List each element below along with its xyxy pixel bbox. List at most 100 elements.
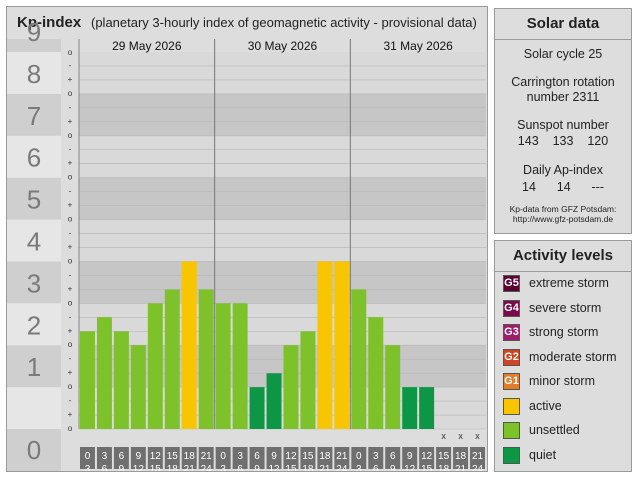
sunspot-values: 143 133 120 <box>495 134 631 149</box>
sub-tick-mark: o <box>68 382 73 391</box>
sub-tick-mark: + <box>68 201 73 210</box>
sub-tick-mark: o <box>68 256 73 265</box>
time-label-end: 18 <box>438 464 450 471</box>
time-label-start: 21 <box>472 451 484 462</box>
kp-level-number: 8 <box>27 59 41 89</box>
time-label-cell <box>385 447 401 469</box>
time-label-end: 6 <box>373 464 379 471</box>
kp-level-number: 4 <box>27 227 41 257</box>
time-label-end: 15 <box>150 464 162 471</box>
sub-tick-mark: + <box>68 410 73 419</box>
activity-level-swatch <box>503 446 520 464</box>
time-label-cell <box>300 447 316 469</box>
date-header-strip <box>79 39 486 52</box>
time-label-start: 3 <box>102 451 108 462</box>
time-label-start: 0 <box>220 451 226 462</box>
kp-level-number: 9 <box>27 17 41 47</box>
time-label-start: 3 <box>373 451 379 462</box>
time-label-cell <box>368 447 384 469</box>
time-label-end: 9 <box>254 464 260 471</box>
activity-level-swatch: G5 <box>503 275 520 292</box>
sunspot-value: 143 <box>517 134 539 148</box>
kp-bar <box>385 345 401 429</box>
time-label-cell <box>249 447 265 469</box>
time-label-end: 3 <box>85 464 91 471</box>
time-label-end: 21 <box>319 464 331 471</box>
time-label-start: 9 <box>271 451 277 462</box>
kp-level-band <box>7 387 61 429</box>
time-label-cell <box>215 447 231 469</box>
sub-tick-mark: - <box>69 396 72 405</box>
kp-level-band <box>7 135 61 178</box>
time-label-start: 12 <box>421 451 433 462</box>
kp-bar <box>266 373 282 429</box>
time-label-cell <box>402 447 418 469</box>
kp-bar <box>181 261 197 429</box>
time-label-cell <box>436 447 452 469</box>
date-label: 29 May 2026 <box>112 39 182 53</box>
time-label-start: 15 <box>302 451 314 462</box>
kp-title: Kp-index <box>17 14 82 31</box>
kp-title-bar: Kp-index (planetary 3-hourly index of ge… <box>7 7 487 37</box>
kp-plot-band <box>79 387 486 429</box>
activity-level-label: minor storm <box>529 374 595 388</box>
time-label-cell <box>80 447 95 469</box>
sub-tick-mark: - <box>69 354 72 363</box>
ap-value: 14 <box>522 180 536 194</box>
kp-bar <box>368 317 384 429</box>
time-label-start: 3 <box>237 451 243 462</box>
time-label-end: 24 <box>201 464 213 471</box>
time-label-end: 6 <box>102 464 108 471</box>
time-label-start: 12 <box>150 451 162 462</box>
time-label-end: 15 <box>285 464 297 471</box>
time-label-end: 6 <box>237 464 243 471</box>
sub-tick-mark: - <box>69 270 72 279</box>
kp-level-band <box>7 219 61 262</box>
time-label-cell <box>283 447 299 469</box>
time-label-end: 21 <box>184 464 196 471</box>
time-label-cell <box>113 447 129 469</box>
activity-level-label: extreme storm <box>529 276 609 290</box>
sub-tick-mark: o <box>68 89 73 98</box>
time-label-end: 12 <box>268 464 280 471</box>
ap-index-values: 14 14 --- <box>495 180 631 195</box>
sub-tick-mark: o <box>68 424 73 433</box>
kp-level-band <box>7 93 61 136</box>
solar-cycle: Solar cycle 25 <box>523 47 603 61</box>
solar-data-panel: Solar data Solar cycle 25 Carrington rot… <box>494 8 632 234</box>
activity-level-swatch: G2 <box>503 348 520 366</box>
date-label: 30 May 2026 <box>248 39 318 53</box>
sub-tick-mark: + <box>68 242 73 251</box>
activity-level-label: strong storm <box>529 325 599 339</box>
activity-level-label: active <box>529 398 562 413</box>
source-link[interactable]: http://www.gfz-potsdam.de <box>512 214 614 224</box>
sub-tick-mark: - <box>69 229 72 238</box>
kp-bar <box>164 289 180 429</box>
kp-level-band <box>7 261 61 304</box>
time-label-end: 24 <box>472 464 484 471</box>
kp-bar <box>317 261 333 429</box>
activity-levels-panel: Activity levels G5 extreme storm G4 severe … <box>494 240 632 472</box>
time-label-cell <box>232 447 248 469</box>
time-label-end: 3 <box>356 464 362 471</box>
activity-level-swatch <box>503 422 520 439</box>
kp-level-band <box>7 429 61 471</box>
source-line1: Kp-data from GFZ Potsdam: <box>509 204 617 214</box>
activity-level-label: quiet <box>529 447 557 462</box>
kp-bar <box>419 387 435 429</box>
time-label-end: 21 <box>455 464 467 471</box>
kp-plot-band <box>79 135 486 178</box>
sub-tick-mark: - <box>69 145 72 154</box>
time-label-end: 15 <box>421 464 433 471</box>
kp-plot-band <box>79 303 486 346</box>
kp-plot-band <box>79 93 486 136</box>
time-label-start: 9 <box>136 451 142 462</box>
sub-tick-mark: + <box>68 368 73 377</box>
kp-plot-band <box>79 345 486 388</box>
sub-tick-mark: - <box>69 103 72 112</box>
time-label-cell <box>130 447 146 469</box>
sub-tick-mark: o <box>68 131 73 140</box>
sub-tick-mark: + <box>68 284 73 293</box>
kp-bar <box>130 345 146 429</box>
